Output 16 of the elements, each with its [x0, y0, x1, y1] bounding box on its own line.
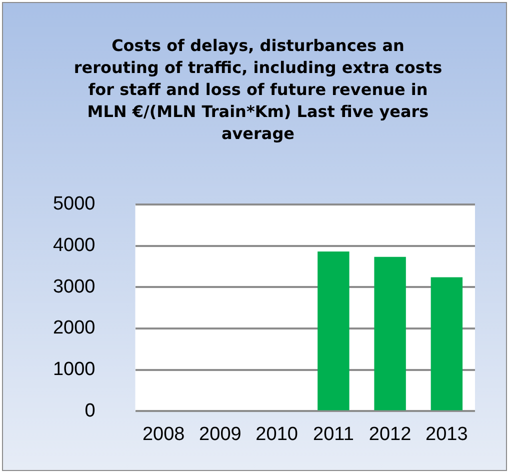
y-tick-label: 3000: [52, 276, 96, 298]
x-tick-label: 2010: [256, 424, 298, 445]
x-tick-label: 2012: [368, 424, 412, 445]
bar: [430, 277, 463, 410]
y-tick-label: 5000: [52, 194, 96, 215]
y-tick-label: 2000: [52, 318, 96, 339]
x-tick-label: 2011: [313, 424, 354, 445]
y-tick-label: 1000: [52, 359, 96, 380]
bar: [374, 256, 406, 410]
chart-title: Costs of delays, disturbances an rerouting of traffic, including extra costs for staff and loss of future revenue in MLN €/(MLN Train*Km) Last five years average: [73, 35, 443, 145]
y-tick-label: 0: [84, 400, 96, 422]
y-tick-label: 4000: [52, 234, 96, 256]
x-tick-label: 2013: [426, 424, 468, 445]
bar: [318, 252, 350, 410]
x-tick-label: 2008: [142, 424, 185, 445]
x-tick-label: 2009: [199, 424, 242, 445]
